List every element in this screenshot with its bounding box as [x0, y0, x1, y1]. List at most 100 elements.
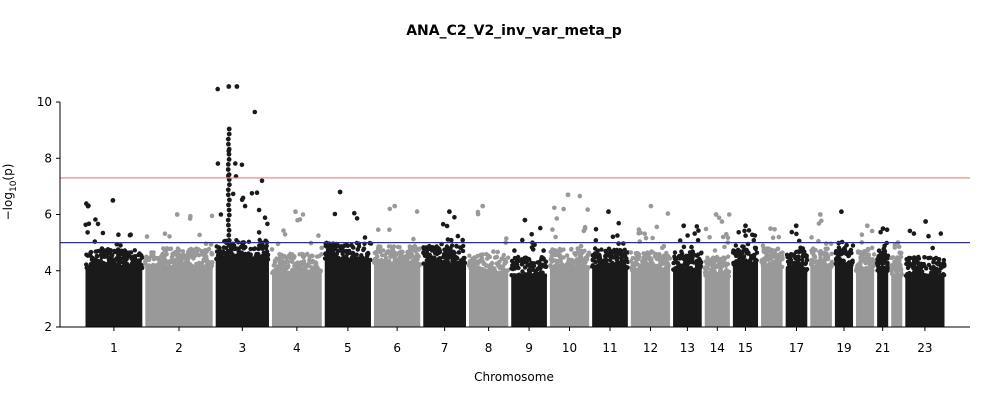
snp-point [772, 227, 777, 232]
y-axis-ticks: 2 4 6 8 10 [37, 95, 60, 334]
snp-point [642, 231, 647, 236]
snp-point [720, 270, 725, 275]
snp-point [766, 254, 771, 259]
snp-point [432, 255, 437, 260]
peak-point [226, 126, 232, 132]
snp-point [743, 233, 748, 238]
peak-point [226, 151, 232, 157]
snp-point [404, 262, 409, 268]
snp-point [754, 258, 759, 263]
snp-point [797, 249, 802, 255]
snp-point [766, 246, 772, 252]
x-axis-ticks: 1 2 3 4 5 6 7 8 9 10 11 12 13 14 15 17 19 21 23 [110, 327, 933, 355]
peak-point [565, 192, 571, 198]
snp-point [278, 271, 283, 276]
snp-point [603, 253, 608, 259]
snp-point [137, 251, 142, 256]
snp-point [724, 268, 729, 273]
snp-point [460, 237, 466, 243]
snp-point [190, 249, 196, 255]
snp-point [494, 254, 500, 260]
snp-point [904, 257, 909, 262]
peak-point [337, 189, 343, 195]
snp-point [289, 259, 295, 264]
snp-point [741, 254, 747, 259]
chromosome-12-dense-band [630, 267, 671, 327]
snp-point [92, 264, 97, 270]
snp-point [162, 231, 168, 236]
snp-point [116, 232, 121, 237]
snp-point [303, 270, 309, 276]
snp-point [295, 268, 300, 273]
snp-point [283, 259, 289, 265]
snp-point [232, 246, 237, 252]
snp-point [613, 265, 619, 271]
snp-point [84, 265, 89, 271]
snp-point [630, 255, 635, 261]
chromosome-20-points [853, 223, 877, 327]
snp-point [540, 262, 546, 268]
snp-point [209, 260, 215, 265]
snp-point [156, 257, 161, 262]
snp-point [345, 251, 350, 256]
snp-point [258, 257, 264, 262]
y-tick-label: 8 [44, 151, 52, 165]
snp-point [354, 216, 360, 221]
snp-point [583, 258, 588, 264]
snp-point [615, 233, 620, 238]
snp-point [529, 232, 534, 237]
snp-point [449, 243, 455, 248]
snp-point [897, 250, 902, 255]
snp-point [244, 254, 250, 260]
snp-point [610, 234, 616, 240]
snp-point [362, 235, 368, 240]
snp-point [692, 231, 697, 236]
snp-point [793, 262, 798, 267]
snp-point [912, 269, 917, 274]
snp-point [86, 203, 91, 208]
snp-point [434, 244, 439, 249]
snp-point [186, 249, 191, 254]
snp-point [537, 266, 542, 271]
snp-point [639, 267, 644, 273]
snp-point [239, 162, 245, 168]
snp-point [861, 266, 867, 271]
snp-point [417, 261, 422, 267]
snp-point [318, 269, 323, 274]
x-tick-label: 15 [738, 341, 753, 355]
x-tick-label: 7 [441, 341, 449, 355]
snp-point [254, 257, 260, 262]
snp-point [685, 233, 690, 238]
snp-point [843, 251, 849, 256]
snp-point [641, 251, 646, 256]
snp-point [511, 262, 516, 268]
snp-point [478, 252, 484, 258]
snp-point [885, 255, 890, 261]
snp-point [595, 248, 600, 253]
snp-point [637, 263, 643, 268]
snp-point [272, 258, 278, 264]
snp-point [516, 258, 522, 263]
snp-point [475, 211, 481, 217]
snp-point [860, 253, 865, 258]
snp-point [725, 254, 731, 259]
snp-point [814, 260, 819, 265]
snp-point [721, 255, 726, 260]
snp-point [533, 272, 538, 277]
snp-point [643, 235, 649, 241]
snp-point [230, 191, 236, 197]
snp-point [561, 206, 566, 212]
snp-point [646, 262, 651, 267]
snp-point [242, 203, 248, 209]
snp-point [332, 211, 338, 217]
snp-point [809, 257, 814, 263]
snp-point [264, 255, 269, 260]
snp-point [364, 251, 370, 257]
snp-point [345, 260, 351, 265]
snp-point [216, 249, 222, 254]
snp-point [165, 260, 170, 265]
snp-point [850, 243, 856, 248]
snp-point [523, 272, 528, 277]
snp-point [421, 261, 426, 266]
snp-point [380, 262, 386, 268]
